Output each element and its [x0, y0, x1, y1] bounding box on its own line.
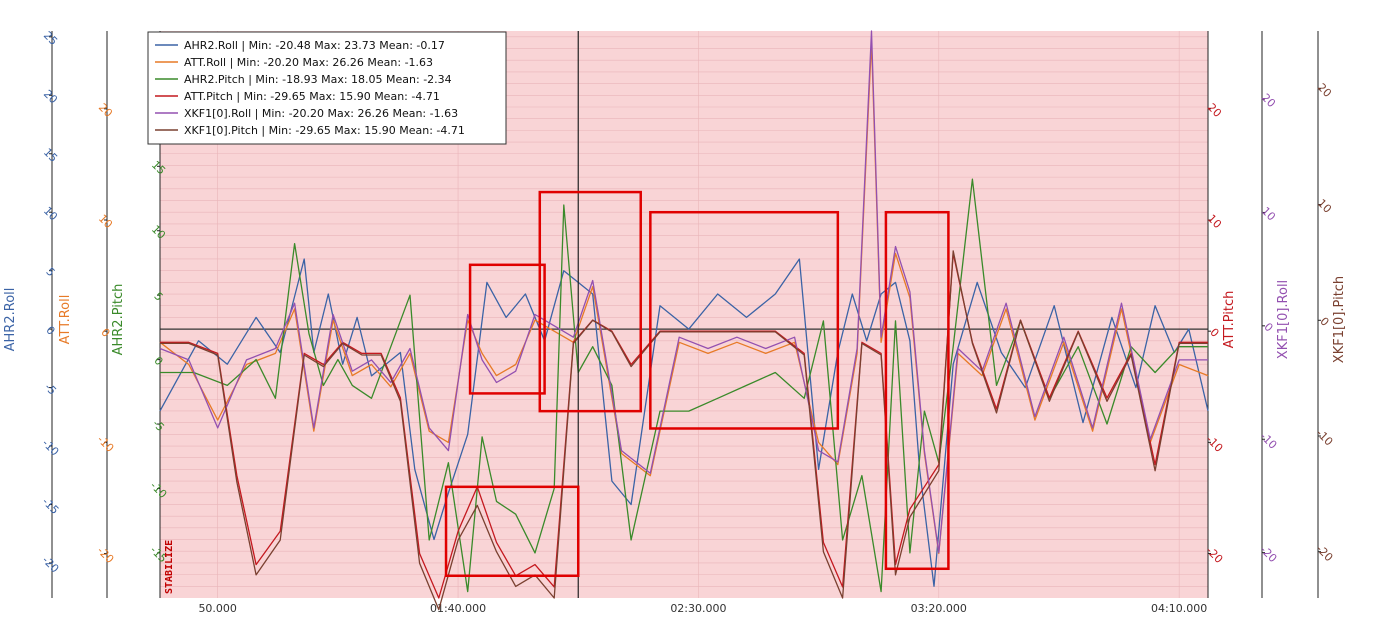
legend-label: AHR2.Pitch | Min: -18.93 Max: 18.05 Mean… — [184, 73, 452, 86]
highlight-box — [884, 210, 950, 571]
tick-label: -20 — [1314, 542, 1336, 564]
x-axis: 50.000 01:40.000 02:30.000 03:20.000 04:10.0… — [198, 602, 1207, 615]
series-line — [160, 250, 1208, 611]
axis-label: ATT.Roll — [58, 295, 73, 345]
x-tick-label: 01:40.000 — [430, 602, 486, 615]
axis-label: AHR2.Pitch — [111, 284, 126, 356]
legend-label: AHR2.Roll | Min: -20.48 Max: 23.73 Mean:… — [184, 39, 445, 52]
series-line — [160, 178, 1208, 593]
tick-label: -15 — [40, 495, 62, 517]
highlight-box — [538, 190, 642, 413]
axis-label: ATT.Pitch — [1222, 291, 1237, 349]
tick-label: 0 — [1261, 320, 1275, 334]
tick-label: 10 — [96, 212, 115, 231]
x-tick-label: 02:30.000 — [670, 602, 726, 615]
series-line — [159, 30, 1208, 554]
highlight-box — [649, 210, 840, 430]
tick-label: 5 — [43, 265, 57, 279]
x-tick-label: 50.000 — [198, 602, 237, 615]
tick-label: 25 — [41, 29, 60, 48]
x-tick-label: 03:20.000 — [911, 602, 967, 615]
tick-label: -10 — [1314, 427, 1336, 449]
tick-label: 10 — [41, 204, 60, 223]
legend-entry[interactable]: XKF1[0].Roll | Min: -20.20 Max: 26.26 Me… — [155, 107, 458, 120]
tick-label: -10 — [40, 437, 62, 459]
tick-label: -20 — [95, 544, 117, 566]
legend-entry[interactable]: ATT.Roll | Min: -20.20 Max: 26.26 Mean: … — [155, 56, 433, 69]
mode-label: STABILIZE — [164, 540, 175, 594]
legend-box — [147, 31, 507, 145]
legend-label: XKF1[0].Roll | Min: -20.20 Max: 26.26 Me… — [184, 107, 458, 120]
legend-entry[interactable]: ATT.Pitch | Min: -29.65 Max: 15.90 Mean:… — [155, 90, 440, 103]
axis-label: AHR2.Roll — [3, 288, 18, 352]
highlight-box — [444, 485, 580, 578]
tick-label: 0 — [1317, 315, 1331, 329]
legend: AHR2.Roll | Min: -20.48 Max: 23.73 Mean:… — [147, 31, 507, 145]
series-lines — [159, 30, 1209, 611]
series-line — [159, 41, 1209, 555]
y-axis-ahr2roll: 25 20 15 10 5 0 -5 -10 -15 -20 AHR2.Roll — [3, 29, 61, 598]
legend-label: ATT.Roll | Min: -20.20 Max: 26.26 Mean: … — [184, 56, 433, 69]
highlight-box — [468, 263, 546, 395]
legend-label: XKF1[0].Pitch | Min: -29.65 Max: 15.90 M… — [184, 124, 465, 137]
legend-entry[interactable]: AHR2.Pitch | Min: -18.93 Max: 18.05 Mean… — [155, 73, 452, 86]
tick-label: -5 — [42, 381, 59, 398]
axis-label: XKF1[0].Roll — [1276, 280, 1291, 359]
tick-label: -10 — [1258, 430, 1280, 452]
legend-label: ATT.Pitch | Min: -29.65 Max: 15.90 Mean:… — [184, 90, 440, 103]
tick-label: 0 — [43, 324, 57, 338]
axis-label: XKF1[0].Pitch — [1332, 276, 1347, 363]
tick-label: -10 — [95, 433, 117, 455]
tick-label: 15 — [41, 146, 60, 165]
tick-label: 0 — [1207, 326, 1221, 340]
tick-label: 20 — [41, 87, 60, 106]
x-tick-label: 04:10.000 — [1151, 602, 1207, 615]
tick-label: -20 — [40, 554, 62, 576]
tick-label: 20 — [96, 101, 115, 120]
legend-entry[interactable]: XKF1[0].Pitch | Min: -29.65 Max: 15.90 M… — [155, 124, 465, 137]
legend-entry[interactable]: AHR2.Roll | Min: -20.48 Max: 23.73 Mean:… — [155, 39, 445, 52]
tick-label: -20 — [1258, 543, 1280, 565]
highlight-boxes — [444, 190, 950, 578]
